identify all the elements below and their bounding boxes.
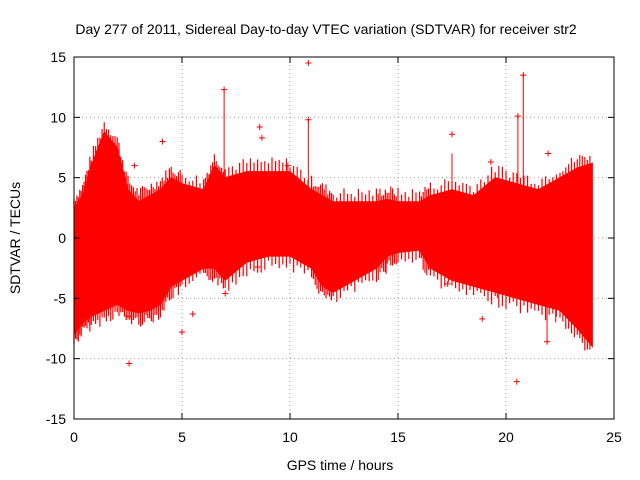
x-tick-label: 0	[70, 429, 78, 445]
x-axis-label: GPS time / hours	[287, 457, 394, 473]
x-tick-label: 15	[390, 429, 406, 445]
x-tick-label: 25	[606, 429, 622, 445]
data-point	[221, 86, 228, 93]
data-point	[545, 150, 552, 157]
data-point	[513, 378, 520, 385]
chart-title: Day 277 of 2011, Sidereal Day-to-day VTE…	[75, 21, 577, 37]
data-point	[159, 138, 166, 145]
axis-ticks: 0 5 10 15 20 25 -15 -10 -5 0 5 10 15	[46, 49, 622, 445]
y-tick-label: -5	[54, 290, 67, 306]
y-tick-label: -10	[46, 351, 66, 367]
y-tick-label: -15	[46, 411, 66, 427]
data-point	[449, 131, 455, 138]
data-point	[125, 313, 131, 320]
data-point	[544, 338, 551, 345]
data-point	[256, 123, 263, 130]
data-point	[479, 315, 486, 322]
data-point	[254, 263, 261, 270]
data-point	[444, 280, 451, 287]
y-tick-label: 0	[58, 230, 66, 246]
data-series	[73, 60, 593, 385]
data-point	[520, 72, 527, 79]
y-tick-label: 5	[58, 170, 66, 186]
x-tick-label: 20	[498, 429, 514, 445]
data-point	[284, 162, 291, 169]
data-point	[131, 162, 138, 169]
y-tick-label: 10	[50, 109, 66, 125]
data-point	[258, 134, 265, 141]
data-point	[487, 158, 494, 165]
data-point	[305, 116, 312, 123]
data-point	[189, 311, 196, 318]
data-point	[179, 329, 185, 336]
data-point	[563, 295, 570, 302]
data-point	[222, 290, 229, 297]
x-tick-label: 5	[178, 429, 186, 445]
data-point	[126, 360, 133, 367]
x-tick-label: 10	[282, 429, 298, 445]
data-point	[514, 113, 521, 120]
y-axis-label: SDTVAR / TECUs	[7, 182, 23, 294]
y-tick-label: 15	[50, 49, 66, 65]
data-point	[305, 60, 312, 67]
